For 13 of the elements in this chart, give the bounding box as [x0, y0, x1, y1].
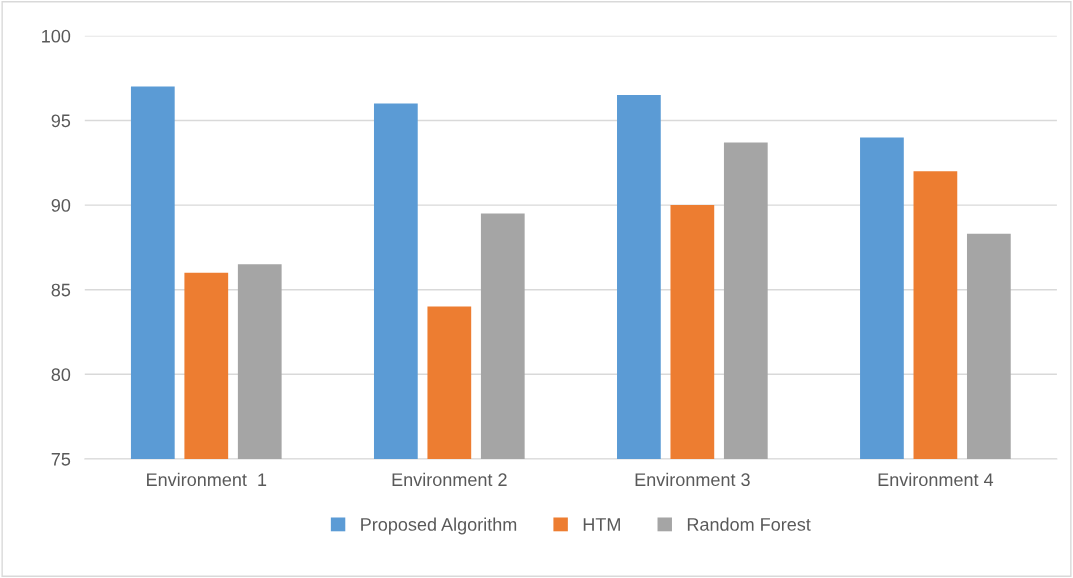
x-tick-label: Environment 4	[878, 472, 994, 487]
legend-label: Proposed Algorithm	[361, 517, 517, 535]
y-tick-label: 95	[51, 114, 71, 128]
x-tick-label: Environment 3	[635, 472, 750, 487]
y-tick-label: 90	[51, 199, 71, 212]
y-tick-label: 100	[42, 29, 71, 43]
x-tick-label: Environment 2	[392, 472, 507, 487]
x-tick-label: Environment 1	[147, 472, 267, 487]
y-tick-label: 75	[51, 453, 71, 466]
y-tick-label: 85	[51, 283, 71, 297]
y-tick-label: 80	[51, 368, 71, 382]
legend-label: Random Forest	[687, 517, 811, 531]
legend-label: HTM	[583, 518, 620, 531]
